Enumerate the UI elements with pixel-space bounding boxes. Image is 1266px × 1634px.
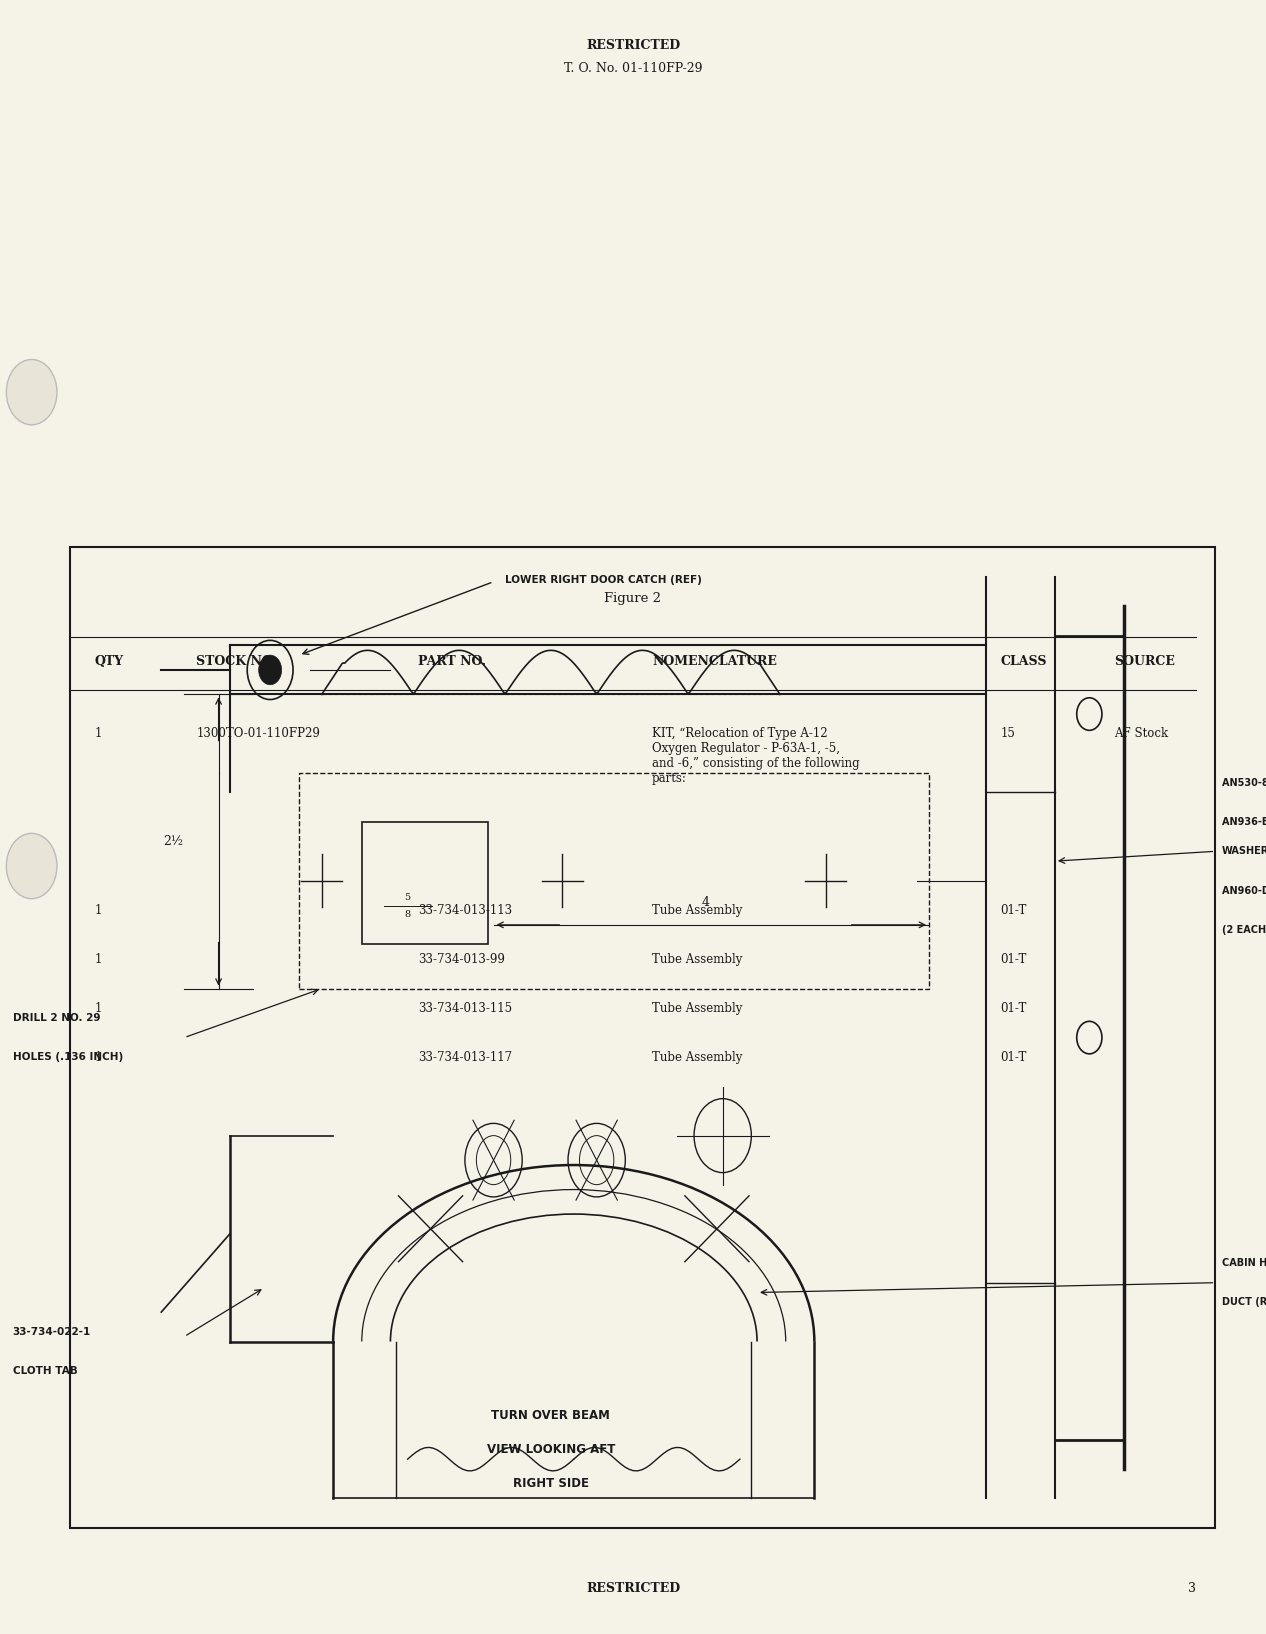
Text: AF Stock: AF Stock: [1114, 727, 1169, 740]
Circle shape: [258, 655, 281, 685]
Text: 1: 1: [95, 904, 103, 917]
Text: 01-T: 01-T: [1000, 1002, 1027, 1015]
Text: 01-T: 01-T: [1000, 904, 1027, 917]
Text: 8: 8: [405, 910, 410, 920]
Text: 1: 1: [95, 953, 103, 966]
Text: PART NO.: PART NO.: [418, 655, 486, 668]
Text: 1: 1: [95, 1002, 103, 1015]
Circle shape: [1076, 698, 1101, 730]
Text: 4: 4: [701, 895, 709, 909]
Text: T. O. No. 01-110FP-29: T. O. No. 01-110FP-29: [563, 62, 703, 75]
Text: 01-T: 01-T: [1000, 1051, 1027, 1064]
Text: RIGHT SIDE: RIGHT SIDE: [513, 1477, 589, 1490]
Text: Tube Assembly: Tube Assembly: [652, 904, 742, 917]
Text: 33-734-013-99: 33-734-013-99: [418, 953, 505, 966]
Text: CLOTH TAB: CLOTH TAB: [13, 1366, 77, 1376]
Text: 1300TO-01-110FP29: 1300TO-01-110FP29: [196, 727, 320, 740]
Text: DUCT (REF): DUCT (REF): [1222, 1297, 1266, 1307]
Text: CABIN HEATER: CABIN HEATER: [1222, 1258, 1266, 1268]
Text: 15: 15: [1000, 727, 1015, 740]
Text: Figure 2: Figure 2: [604, 592, 662, 605]
Text: AN530-8-8 SCREW: AN530-8-8 SCREW: [1222, 778, 1266, 788]
Text: STOCK NO.: STOCK NO.: [196, 655, 276, 668]
Text: VIEW LOOKING AFT: VIEW LOOKING AFT: [486, 1443, 615, 1456]
Text: AN960-D8 WASHER: AN960-D8 WASHER: [1222, 886, 1266, 895]
Text: RESTRICTED: RESTRICTED: [586, 39, 680, 52]
Text: 33-734-013-115: 33-734-013-115: [418, 1002, 511, 1015]
Text: 33-734-013-113: 33-734-013-113: [418, 904, 511, 917]
Text: 5: 5: [405, 894, 410, 902]
Circle shape: [6, 359, 57, 425]
Text: 33-734-013-117: 33-734-013-117: [418, 1051, 511, 1064]
Circle shape: [1076, 1021, 1101, 1054]
Text: LOWER RIGHT DOOR CATCH (REF): LOWER RIGHT DOOR CATCH (REF): [505, 575, 701, 585]
Text: 2½: 2½: [163, 835, 182, 848]
Text: 33-734-022-1: 33-734-022-1: [13, 1327, 91, 1337]
Text: WASHER: WASHER: [1222, 846, 1266, 856]
Text: KIT, “Relocation of Type A-12
Oxygen Regulator - P-63A-1, -5,
and -6,” consistin: KIT, “Relocation of Type A-12 Oxygen Reg…: [652, 727, 860, 784]
Text: 01-T: 01-T: [1000, 953, 1027, 966]
Text: DRILL 2 NO. 29: DRILL 2 NO. 29: [13, 1013, 100, 1023]
Text: RESTRICTED: RESTRICTED: [586, 1582, 680, 1595]
Text: (2 EACH REQ): (2 EACH REQ): [1222, 925, 1266, 935]
Bar: [362, 822, 487, 944]
Text: 1: 1: [95, 727, 103, 740]
Circle shape: [6, 833, 57, 899]
Text: 1: 1: [95, 1051, 103, 1064]
Bar: [299, 773, 929, 989]
Text: QTY: QTY: [95, 655, 124, 668]
Text: AN936-B8 LOCK: AN936-B8 LOCK: [1222, 817, 1266, 827]
Text: 3: 3: [1189, 1582, 1196, 1595]
Circle shape: [247, 641, 292, 699]
Text: CLASS: CLASS: [1000, 655, 1047, 668]
Text: Tube Assembly: Tube Assembly: [652, 1051, 742, 1064]
Text: SOURCE: SOURCE: [1114, 655, 1175, 668]
Text: NOMENCLATURE: NOMENCLATURE: [652, 655, 777, 668]
Text: Tube Assembly: Tube Assembly: [652, 1002, 742, 1015]
Text: HOLES (.136 INCH): HOLES (.136 INCH): [13, 1052, 123, 1062]
Bar: [70, 547, 1215, 1528]
Text: Tube Assembly: Tube Assembly: [652, 953, 742, 966]
Text: TURN OVER BEAM: TURN OVER BEAM: [491, 1409, 610, 1422]
